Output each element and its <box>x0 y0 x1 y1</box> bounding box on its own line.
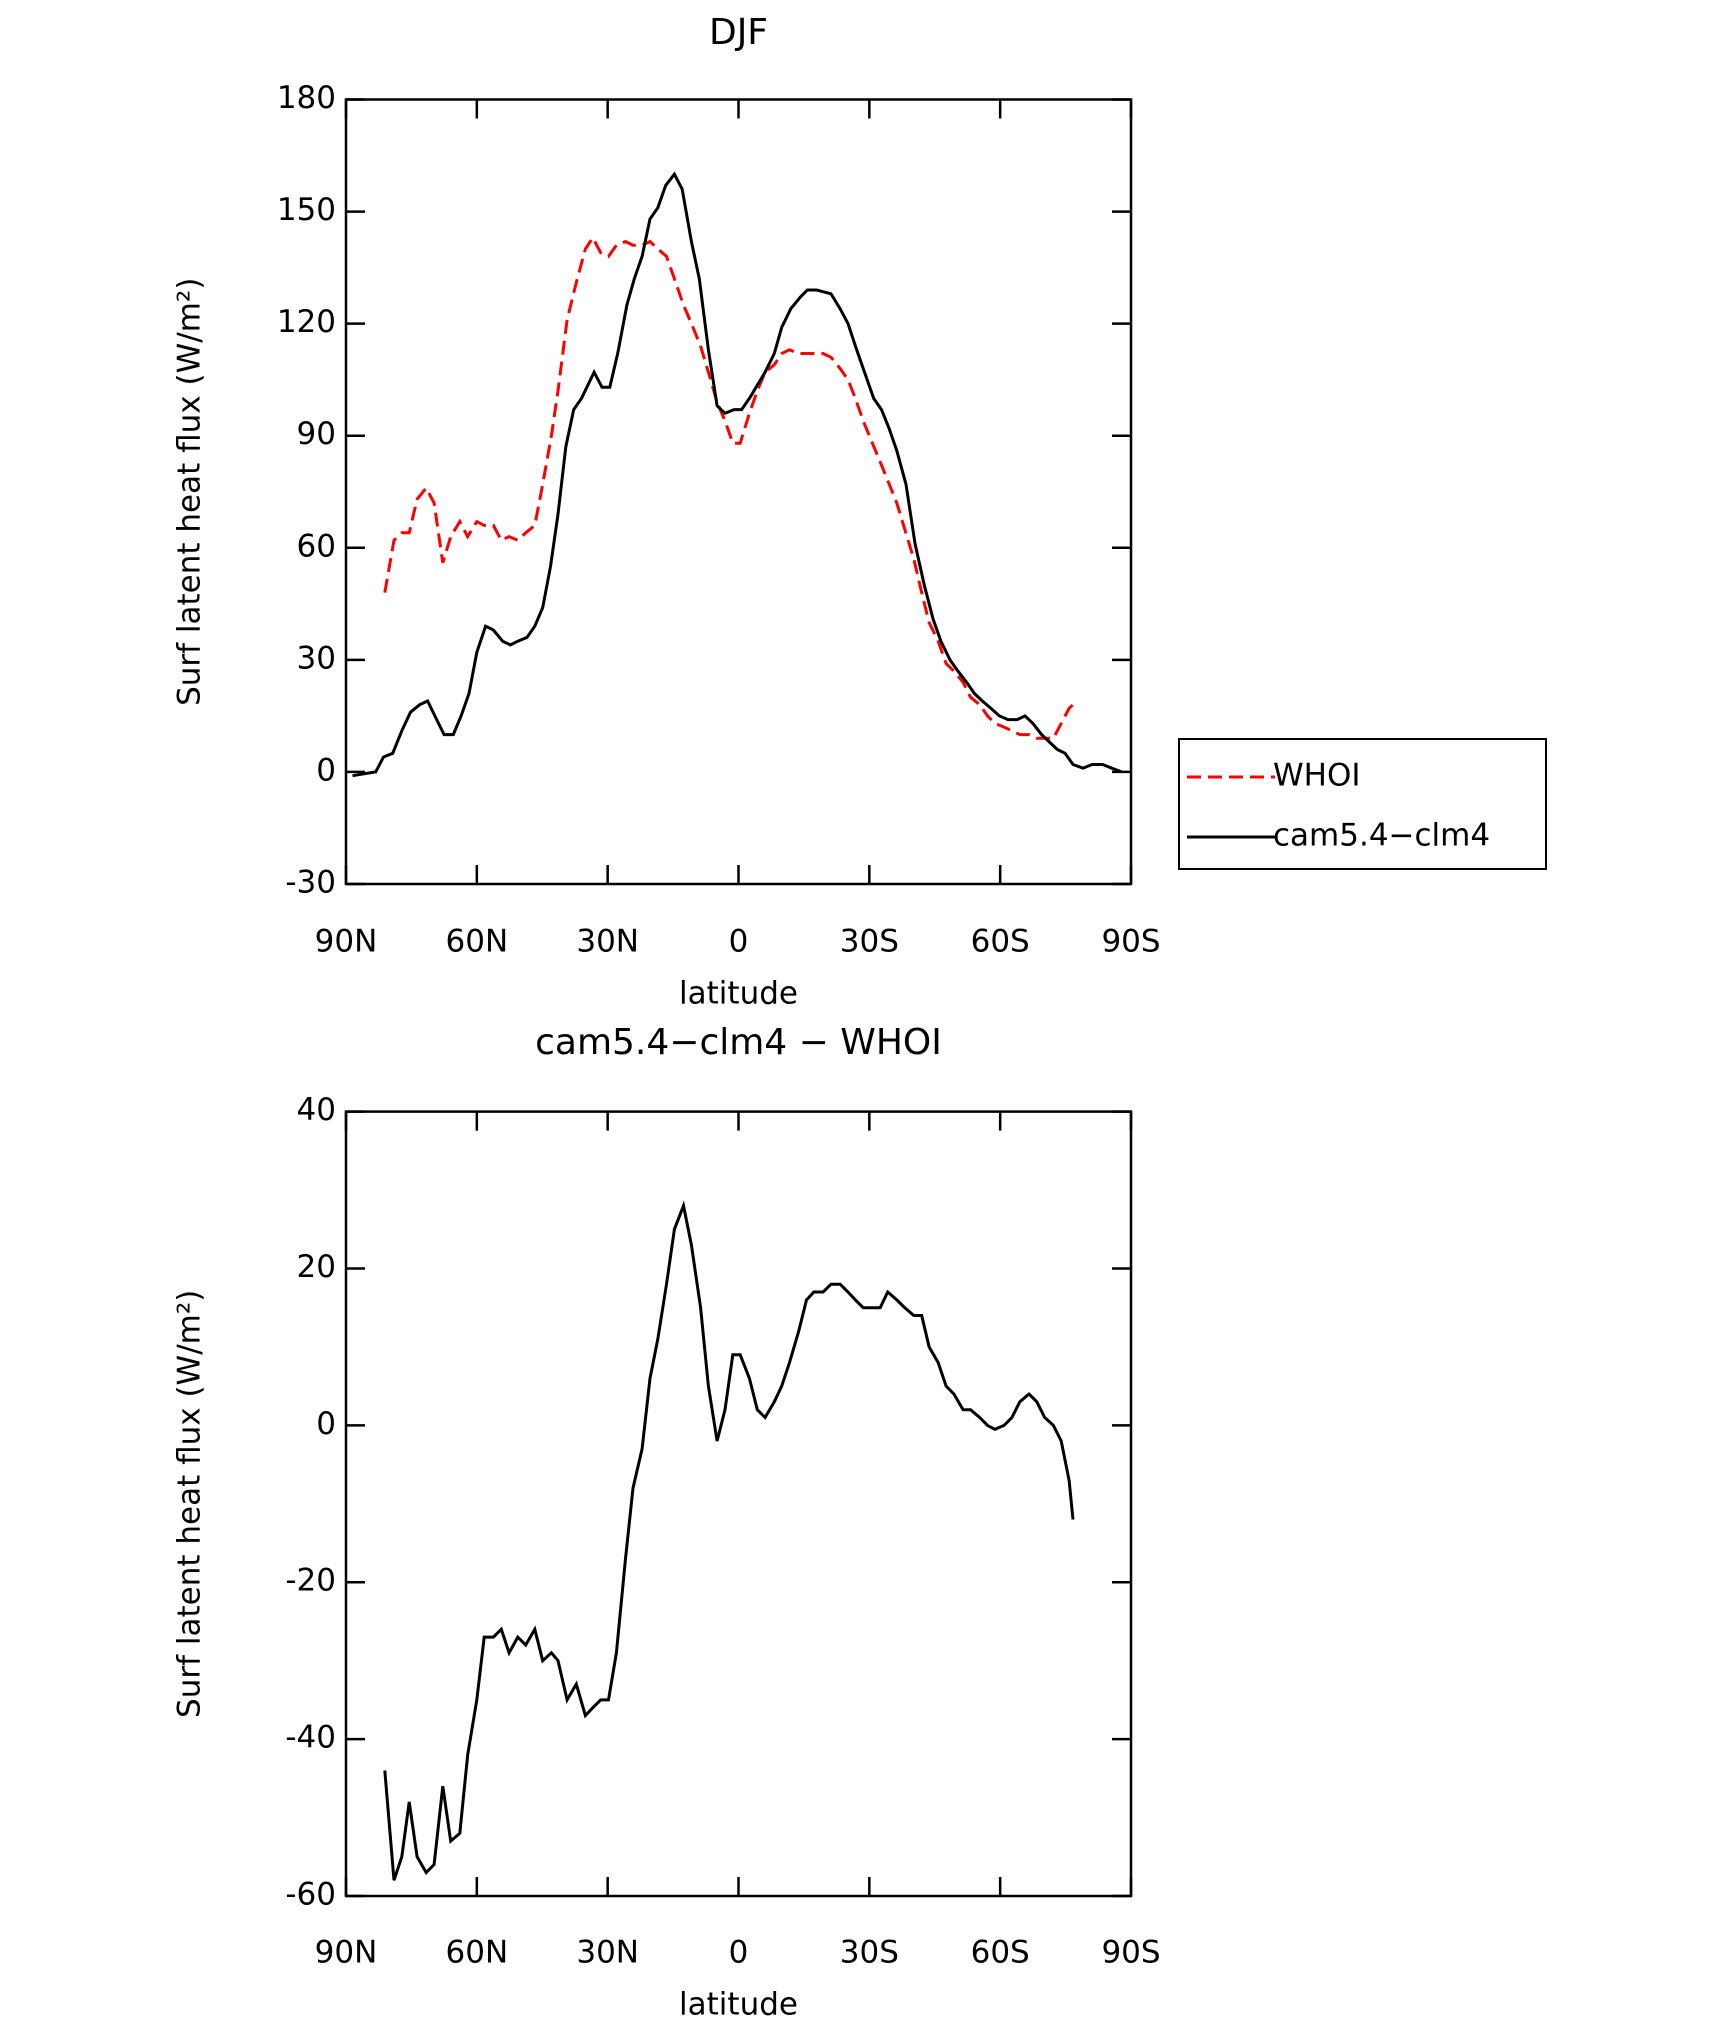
plot-frame <box>344 98 1133 886</box>
x-tick-label: 90S <box>1101 1935 1160 1971</box>
x-axis-label: latitude <box>679 976 798 1012</box>
y-tick-label: 120 <box>277 304 336 340</box>
y-tick-label: -30 <box>285 865 336 901</box>
legend-box <box>1178 738 1547 870</box>
y-tick-label: 90 <box>297 416 336 452</box>
x-tick-label: 90N <box>315 924 378 960</box>
plot-frame <box>344 1110 1133 1898</box>
y-tick-label: 150 <box>277 192 336 228</box>
legend-label: WHOI <box>1273 758 1361 794</box>
x-tick-label: 90N <box>315 1935 378 1971</box>
y-tick-label: -40 <box>285 1720 336 1756</box>
x-tick-label: 30N <box>576 924 639 960</box>
y-tick-label: 40 <box>297 1092 336 1128</box>
x-tick-label: 60S <box>971 1935 1030 1971</box>
x-tick-label: 60N <box>446 1935 509 1971</box>
legend: WHOI cam5.4−clm4 <box>1178 738 1547 870</box>
chart-title: DJF <box>709 12 768 53</box>
y-tick-label: 60 <box>297 528 336 564</box>
legend-label: cam5.4−clm4 <box>1273 818 1490 854</box>
x-tick-label: 30N <box>576 1935 639 1971</box>
y-axis-label: Surf latent heat flux (W/m²) <box>172 1290 208 1718</box>
y-tick-label: 20 <box>297 1249 336 1285</box>
y-tick-label: 0 <box>316 1406 336 1442</box>
x-tick-label: 0 <box>729 924 749 960</box>
x-axis-label: latitude <box>679 1987 798 2021</box>
y-tick-label: 30 <box>297 640 336 676</box>
data-line <box>383 1200 1075 1881</box>
x-tick-label: 60N <box>446 924 509 960</box>
x-tick-label: 30S <box>840 1935 899 1971</box>
y-axis-label: Surf latent heat flux (W/m²) <box>172 278 208 706</box>
y-tick-label: 0 <box>316 752 336 788</box>
x-tick-label: 90S <box>1101 924 1160 960</box>
y-tick-label: -60 <box>285 1877 336 1913</box>
data-line <box>383 234 1075 740</box>
y-tick-label: 180 <box>277 80 336 116</box>
y-tick-label: -20 <box>285 1563 336 1599</box>
x-tick-label: 60S <box>971 924 1030 960</box>
data-line <box>352 171 1123 778</box>
x-tick-label: 0 <box>729 1935 749 1971</box>
chart-title: cam5.4−clm4 − WHOI <box>535 1022 942 1063</box>
x-tick-label: 30S <box>840 924 899 960</box>
